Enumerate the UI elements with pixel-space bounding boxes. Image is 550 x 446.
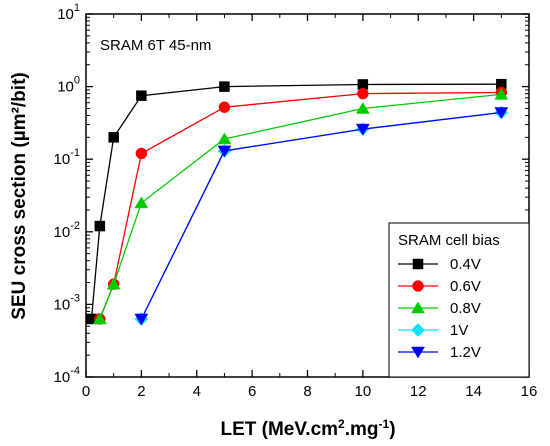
x-axis-title-end: ) — [389, 419, 395, 440]
data-point — [219, 81, 230, 92]
x-tick-labels: 0 2 4 6 8 10 12 14 16 — [82, 383, 538, 400]
legend-item: 1V — [398, 322, 468, 339]
legend-label: 0.4V — [450, 256, 481, 273]
data-point — [217, 132, 232, 145]
x-tick-label: 10 — [355, 383, 372, 400]
y-tick-label: 10-2 — [54, 220, 80, 241]
y-tick-base: 10 — [57, 79, 74, 96]
legend-marker — [411, 346, 425, 359]
series-line — [140, 111, 502, 320]
x-tick-label: 8 — [303, 383, 311, 400]
legend-marker — [412, 280, 424, 292]
x-tick-label: 6 — [248, 383, 256, 400]
x-tick-label: 0 — [82, 383, 90, 400]
y-tick-exponent: -3 — [70, 292, 80, 304]
y-tick-base: 10 — [54, 369, 71, 386]
y-tick-label: 100 — [57, 75, 80, 96]
legend-marker — [412, 258, 424, 270]
chart-annotation: SRAM 6T 45-nm — [100, 37, 211, 54]
y-tick-base: 10 — [54, 151, 71, 168]
x-tick-label: 4 — [193, 383, 201, 400]
legend: SRAM cell bias 0.4V 0.6V 0.8V 1V 1.2V — [388, 222, 530, 378]
data-point — [134, 313, 149, 326]
legend-box — [388, 222, 530, 378]
x-tick-label: 14 — [465, 383, 482, 400]
y-tick-label: 10-1 — [54, 147, 80, 168]
y-tick-base: 10 — [54, 224, 71, 241]
x-axis-title-sup1: 2 — [338, 417, 345, 431]
data-point — [355, 101, 370, 114]
series-0.8V — [92, 87, 509, 325]
x-axis-title-main: LET (MeV.cm — [220, 419, 338, 440]
x-tick-label: 16 — [521, 383, 538, 400]
data-point — [136, 90, 147, 101]
legend-item: 0.6V — [398, 278, 481, 295]
data-point — [134, 196, 149, 209]
legend-label: 0.6V — [450, 278, 481, 295]
legend-marker — [411, 323, 425, 337]
legend-item: 0.8V — [398, 300, 481, 317]
y-tick-exponent: -1 — [70, 147, 80, 159]
data-point — [218, 101, 231, 113]
y-tick-base: 10 — [54, 296, 71, 313]
data-point — [355, 123, 370, 136]
data-point — [94, 220, 106, 232]
y-tick-exponent: -4 — [70, 365, 80, 377]
series-1.2V — [134, 107, 509, 326]
data-point — [217, 145, 232, 158]
y-tick-exponent: -2 — [70, 220, 80, 232]
y-tick-exponent: 1 — [74, 2, 80, 14]
y-tick-label: 10-4 — [54, 365, 80, 386]
legend-marker — [411, 301, 425, 314]
data-point — [494, 107, 509, 119]
y-axis-title: SEU cross section (µm²/bit) — [9, 72, 30, 319]
legend-items: 0.4V 0.6V 0.8V 1V 1.2V — [398, 256, 481, 361]
data-point — [106, 277, 121, 290]
y-tick-label: 101 — [57, 2, 80, 23]
series-0.4V — [86, 78, 507, 325]
data-point — [357, 87, 369, 100]
y-tick-label: 10-3 — [54, 292, 80, 313]
x-tick-label: 12 — [410, 383, 427, 400]
data-point — [494, 87, 509, 100]
legend-label: 1V — [450, 322, 468, 339]
data-point — [92, 312, 107, 325]
x-axis-title: LET (MeV.cm2.mg-1) — [220, 417, 395, 440]
legend-label: 1.2V — [450, 344, 481, 361]
x-tick-label: 2 — [137, 383, 145, 400]
legend-item: 0.4V — [398, 256, 481, 273]
y-tick-exponent: 0 — [74, 75, 80, 87]
legend-label: 0.8V — [450, 300, 481, 317]
legend-title: SRAM cell bias — [398, 232, 500, 249]
x-axis-title-mid: .mg — [345, 419, 379, 440]
series-line — [99, 93, 502, 320]
legend-item: 1.2V — [398, 344, 481, 361]
series-layer — [86, 78, 509, 326]
data-point — [135, 147, 148, 160]
y-tick-base: 10 — [57, 6, 74, 23]
data-point — [108, 132, 119, 143]
x-axis-title-sup2: -1 — [379, 417, 390, 431]
